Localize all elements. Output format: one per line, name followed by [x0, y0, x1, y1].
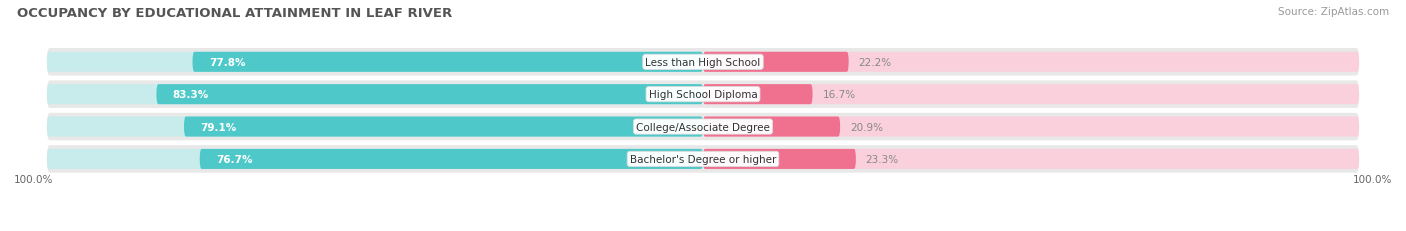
FancyBboxPatch shape: [703, 52, 1360, 73]
FancyBboxPatch shape: [46, 117, 703, 137]
FancyBboxPatch shape: [703, 117, 841, 137]
FancyBboxPatch shape: [156, 85, 703, 105]
Text: 100.0%: 100.0%: [1353, 174, 1392, 184]
FancyBboxPatch shape: [46, 149, 703, 169]
FancyBboxPatch shape: [46, 81, 1360, 109]
Text: 23.3%: 23.3%: [866, 154, 898, 164]
FancyBboxPatch shape: [703, 85, 1360, 105]
FancyBboxPatch shape: [703, 85, 813, 105]
Text: 100.0%: 100.0%: [14, 174, 53, 184]
FancyBboxPatch shape: [46, 113, 1360, 141]
FancyBboxPatch shape: [46, 85, 703, 105]
Text: College/Associate Degree: College/Associate Degree: [636, 122, 770, 132]
FancyBboxPatch shape: [184, 117, 703, 137]
Text: 16.7%: 16.7%: [823, 90, 855, 100]
FancyBboxPatch shape: [703, 52, 849, 73]
FancyBboxPatch shape: [703, 149, 856, 169]
FancyBboxPatch shape: [46, 49, 1360, 76]
Text: Bachelor's Degree or higher: Bachelor's Degree or higher: [630, 154, 776, 164]
FancyBboxPatch shape: [46, 146, 1360, 173]
Text: Less than High School: Less than High School: [645, 58, 761, 67]
Text: 20.9%: 20.9%: [851, 122, 883, 132]
Text: 79.1%: 79.1%: [201, 122, 236, 132]
Text: Source: ZipAtlas.com: Source: ZipAtlas.com: [1278, 7, 1389, 17]
FancyBboxPatch shape: [703, 149, 1360, 169]
Text: OCCUPANCY BY EDUCATIONAL ATTAINMENT IN LEAF RIVER: OCCUPANCY BY EDUCATIONAL ATTAINMENT IN L…: [17, 7, 453, 20]
FancyBboxPatch shape: [703, 117, 1360, 137]
Text: 22.2%: 22.2%: [859, 58, 891, 67]
Text: 77.8%: 77.8%: [209, 58, 246, 67]
Text: 83.3%: 83.3%: [173, 90, 209, 100]
FancyBboxPatch shape: [46, 52, 703, 73]
Text: High School Diploma: High School Diploma: [648, 90, 758, 100]
FancyBboxPatch shape: [193, 52, 703, 73]
FancyBboxPatch shape: [200, 149, 703, 169]
Text: 76.7%: 76.7%: [217, 154, 253, 164]
